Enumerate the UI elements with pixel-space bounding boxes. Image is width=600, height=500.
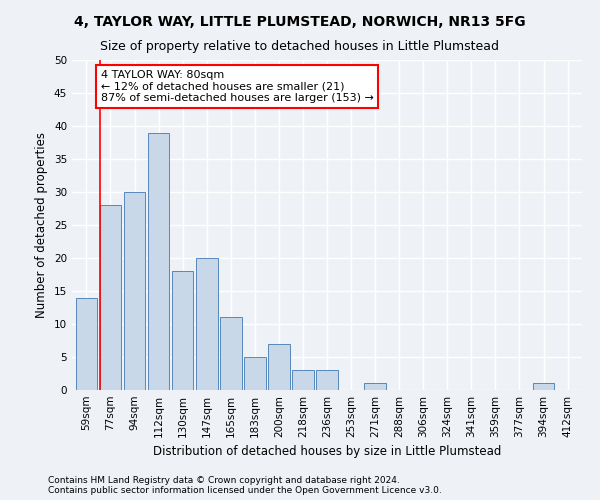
Text: Size of property relative to detached houses in Little Plumstead: Size of property relative to detached ho… — [101, 40, 499, 53]
Y-axis label: Number of detached properties: Number of detached properties — [35, 132, 49, 318]
Bar — [220, 318, 242, 390]
Bar — [124, 192, 145, 390]
Bar — [364, 384, 386, 390]
X-axis label: Distribution of detached houses by size in Little Plumstead: Distribution of detached houses by size … — [153, 446, 501, 458]
Bar — [148, 132, 169, 390]
Text: Contains public sector information licensed under the Open Government Licence v3: Contains public sector information licen… — [48, 486, 442, 495]
Bar — [100, 205, 121, 390]
Bar — [316, 370, 338, 390]
Bar — [196, 258, 218, 390]
Bar — [533, 384, 554, 390]
Bar — [244, 357, 266, 390]
Bar — [172, 271, 193, 390]
Text: 4, TAYLOR WAY, LITTLE PLUMSTEAD, NORWICH, NR13 5FG: 4, TAYLOR WAY, LITTLE PLUMSTEAD, NORWICH… — [74, 15, 526, 29]
Bar — [292, 370, 314, 390]
Bar — [76, 298, 97, 390]
Bar — [268, 344, 290, 390]
Text: 4 TAYLOR WAY: 80sqm
← 12% of detached houses are smaller (21)
87% of semi-detach: 4 TAYLOR WAY: 80sqm ← 12% of detached ho… — [101, 70, 374, 103]
Text: Contains HM Land Registry data © Crown copyright and database right 2024.: Contains HM Land Registry data © Crown c… — [48, 476, 400, 485]
